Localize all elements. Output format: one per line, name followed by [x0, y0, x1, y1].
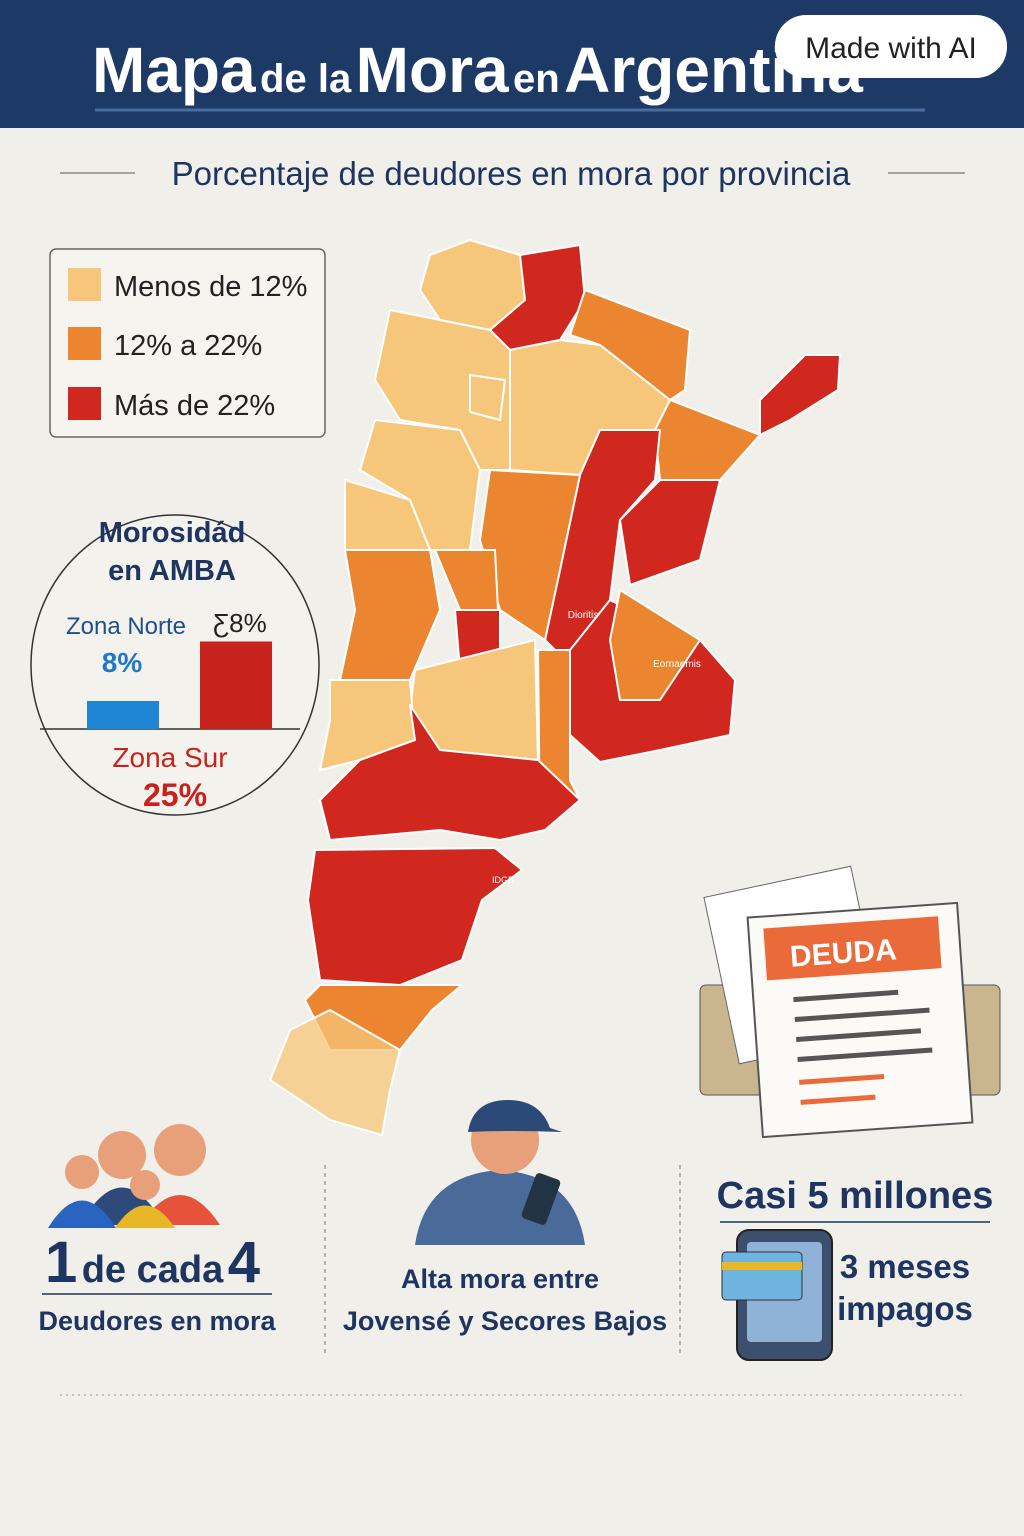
legend-label: 12% a 22% [114, 330, 262, 362]
badge [775, 15, 1007, 78]
bar [87, 701, 159, 729]
phone-icon [721, 1229, 833, 1361]
stat-number: 4 [228, 1230, 260, 1295]
bar-top-label: Ƹ8% [213, 608, 266, 638]
bar-name: Zona Sur [112, 742, 227, 773]
amba-title: Morosidád [99, 517, 246, 549]
stat-line: Alta mora entre [401, 1264, 599, 1294]
province [269, 1009, 401, 1136]
badge-text: Made with AI [805, 32, 977, 65]
province [307, 847, 523, 986]
legend-label: Menos de 12% [114, 271, 307, 303]
legend-swatch [68, 268, 101, 301]
map: Dioritis Eornaemis IDGB [269, 239, 841, 1136]
map-label: IDGB [492, 875, 514, 885]
stat-line: impagos [837, 1290, 973, 1327]
stat-text: de cada [82, 1249, 224, 1291]
bar [200, 641, 272, 729]
stat-line: 3 meses [840, 1248, 970, 1285]
debt-papers: DEUDA [699, 865, 1001, 1139]
bar-value-label: 25% [143, 777, 207, 813]
stat-caption: Deudores en mora [38, 1306, 276, 1336]
map-label: Eornaemis [653, 659, 701, 670]
amba-bars [87, 641, 272, 729]
legend-swatch [68, 327, 101, 360]
person-icon [415, 1100, 585, 1245]
title: Mapa de la Mora en Argentina [92, 34, 863, 106]
document-header: DEUDA [789, 933, 898, 973]
family-icon [48, 1124, 220, 1228]
bar-name: Zona Norte [66, 613, 186, 640]
province [619, 479, 721, 586]
amba-circle [30, 514, 320, 816]
legend-box [49, 248, 326, 438]
amba-title: en AMBA [108, 555, 236, 587]
title-part: Mora [356, 34, 509, 106]
province [469, 374, 506, 421]
legend-swatch [68, 387, 101, 420]
stat-number: 1 [45, 1230, 77, 1295]
title-part: en [513, 57, 560, 101]
title-part: Mapa [92, 34, 256, 106]
subtitle: Porcentaje de deudores en mora por provi… [172, 155, 851, 192]
bar-value-label: 8% [102, 647, 143, 678]
stat-big: 1 de cada 4 [45, 1230, 260, 1295]
title-part: de la [260, 57, 352, 101]
legend-label: Más de 22% [114, 390, 275, 422]
stat-line: Jovensé y Secores Bajos [343, 1306, 667, 1336]
stat-headline: Casi 5 millones [717, 1175, 994, 1217]
province [319, 704, 581, 841]
paper-lines [793, 989, 933, 1105]
map-label: Dioritis [568, 610, 599, 621]
province [609, 589, 701, 701]
paper-header [763, 916, 942, 981]
province [479, 469, 581, 641]
